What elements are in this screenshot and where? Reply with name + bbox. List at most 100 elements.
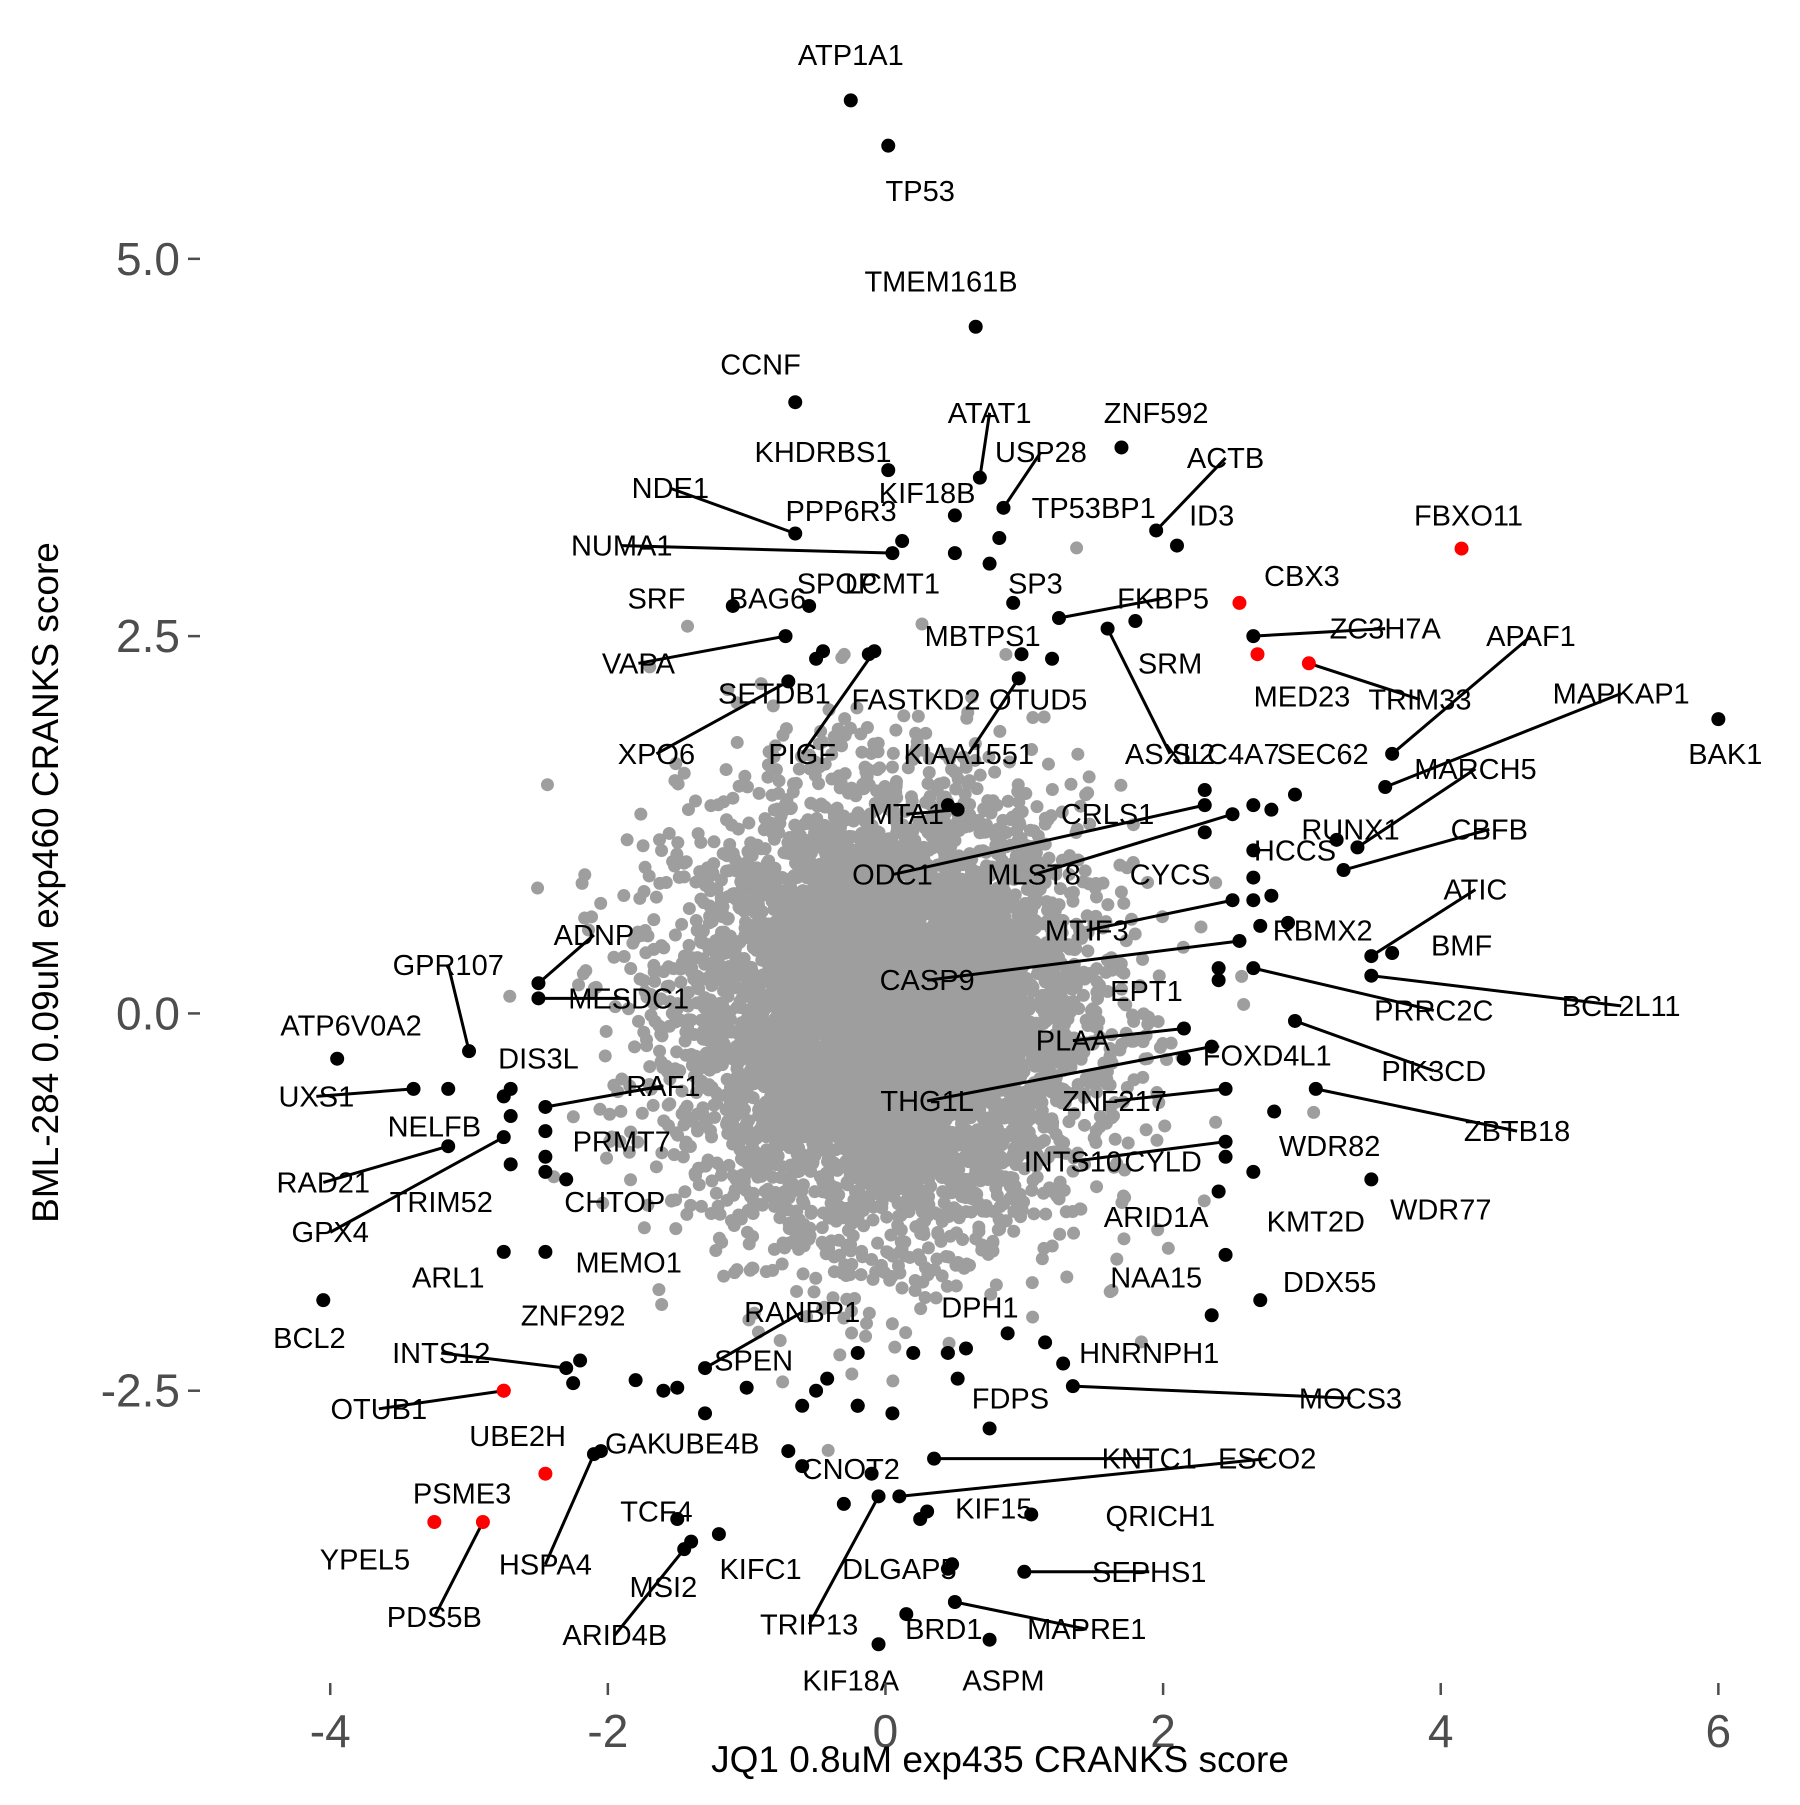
background-point — [682, 902, 696, 916]
background-point — [621, 1002, 635, 1016]
background-point — [832, 769, 846, 783]
background-point — [1108, 1132, 1122, 1146]
background-point — [662, 826, 676, 840]
background-point — [638, 923, 652, 937]
background-point — [866, 1213, 880, 1227]
background-point — [1067, 1226, 1081, 1240]
background-point — [844, 1244, 858, 1258]
background-point — [827, 1250, 841, 1264]
background-point — [1164, 1036, 1178, 1050]
background-point — [594, 896, 608, 910]
background-point — [854, 1268, 868, 1282]
background-point — [628, 1040, 642, 1054]
background-point — [1006, 1171, 1020, 1185]
background-point — [503, 989, 517, 1003]
background-point — [688, 794, 702, 808]
background-point — [860, 1316, 874, 1330]
background-point — [790, 821, 804, 835]
background-point — [826, 1291, 840, 1305]
background-point — [1114, 778, 1128, 792]
background-point — [979, 818, 993, 832]
background-point — [769, 1158, 783, 1172]
background-point — [707, 835, 721, 849]
background-point — [921, 777, 935, 791]
background-point — [1117, 1232, 1131, 1246]
background-point — [773, 1211, 787, 1225]
background-point — [709, 1186, 723, 1200]
background-point — [972, 1224, 986, 1238]
background-point — [636, 839, 650, 853]
background-point — [1053, 1227, 1067, 1241]
background-point — [1064, 777, 1078, 791]
background-point — [732, 779, 746, 793]
background-point — [1117, 896, 1131, 910]
background-point — [845, 781, 859, 795]
background-point — [1153, 1040, 1167, 1054]
background-point — [1045, 783, 1059, 797]
background-point — [692, 1178, 706, 1192]
background-point — [714, 1168, 728, 1182]
background-point — [989, 1278, 1003, 1292]
background-point — [617, 950, 631, 964]
background-point — [681, 619, 695, 633]
background-point — [675, 917, 689, 931]
background-points — [503, 541, 1321, 1457]
background-point — [655, 1297, 669, 1311]
background-point — [946, 1175, 960, 1189]
background-point — [704, 799, 718, 813]
background-point — [810, 837, 824, 851]
background-point — [895, 1281, 909, 1295]
background-point — [841, 1223, 855, 1237]
background-point — [866, 1272, 880, 1286]
background-point — [821, 1443, 835, 1457]
background-point — [833, 1348, 847, 1362]
background-point — [659, 875, 673, 889]
background-point — [838, 712, 852, 726]
background-point — [965, 690, 979, 704]
background-point — [952, 1211, 966, 1225]
background-point — [669, 1222, 683, 1236]
background-point — [746, 1207, 760, 1221]
background-point — [662, 1019, 676, 1033]
background-point — [705, 1174, 719, 1188]
background-point — [635, 1106, 649, 1120]
background-point — [833, 781, 847, 795]
background-point — [678, 1185, 692, 1199]
background-point — [752, 786, 766, 800]
background-point — [655, 844, 669, 858]
background-point — [837, 647, 851, 661]
background-point — [1151, 1223, 1165, 1237]
background-point — [634, 807, 648, 821]
background-point — [1101, 898, 1115, 912]
background-point — [888, 1340, 902, 1354]
background-point — [596, 1196, 610, 1210]
background-point — [921, 1209, 935, 1223]
background-point — [761, 770, 775, 784]
background-point — [603, 1107, 617, 1121]
background-point — [885, 760, 899, 774]
background-point — [914, 1302, 928, 1316]
background-point — [875, 1201, 889, 1215]
background-point — [1052, 898, 1066, 912]
background-point — [684, 1198, 698, 1212]
background-point — [845, 1367, 859, 1381]
background-point — [859, 1329, 873, 1343]
background-point — [719, 763, 733, 777]
background-point — [778, 1241, 792, 1255]
background-point — [727, 1218, 741, 1232]
background-point — [908, 1273, 922, 1287]
background-point — [624, 1173, 638, 1187]
background-point — [908, 1283, 922, 1297]
background-point — [723, 1005, 737, 1019]
background-point — [973, 768, 987, 782]
background-point — [1027, 1207, 1041, 1221]
background-point — [675, 1084, 689, 1098]
background-point — [1161, 1241, 1175, 1255]
background-point — [717, 1269, 731, 1283]
background-point — [1049, 1127, 1063, 1141]
background-point — [768, 1199, 782, 1213]
background-point — [705, 1130, 719, 1144]
background-point — [767, 1242, 781, 1256]
background-point — [1141, 875, 1155, 889]
